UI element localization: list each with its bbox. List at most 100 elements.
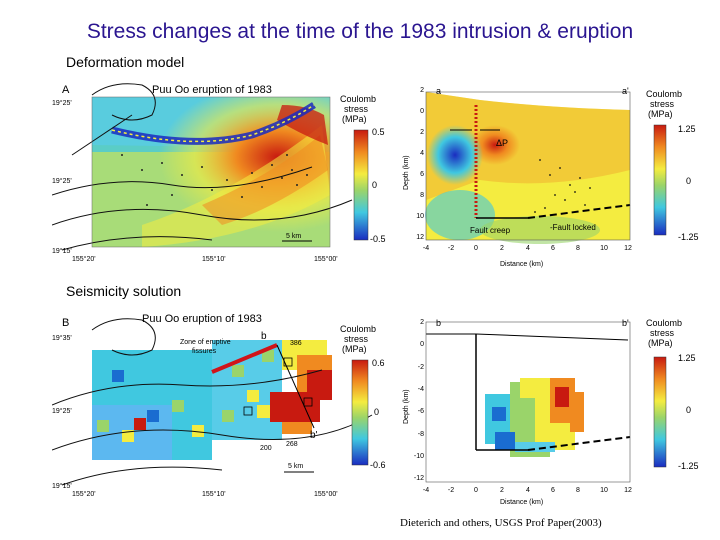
map-b-b-label: b (261, 331, 267, 342)
map-a-cb-tick-2: 0 (372, 180, 377, 190)
map-b-box-label-268: 268 (286, 441, 298, 448)
map-a-lon-tick-2: 155°10' (202, 255, 226, 263)
map-a-cb-label-1: Coulomb (340, 94, 376, 104)
map-a-cb-tick-3: -0.5 (370, 234, 386, 244)
section-a-cb-tick-2: 0 (686, 176, 691, 186)
map-b-lon-tick-2: 155°10' (202, 490, 226, 498)
map-b-lon-tick-1: 155°20' (72, 490, 96, 498)
section-a-left-label: a (436, 86, 441, 96)
section-a-cb-label-2: stress (650, 99, 675, 109)
section-b-y-tick: 0 (420, 341, 424, 348)
section-a-x-tick: 0 (474, 245, 478, 252)
section-b-y-tick: -10 (414, 453, 424, 460)
map-a-cb-tick-1: 0.5 (372, 127, 385, 137)
map-b-title: Puu Oo eruption of 1983 (142, 313, 262, 325)
section-b-x-tick: 2 (500, 487, 504, 494)
section-b-x-tick: 8 (576, 487, 580, 494)
map-a-lat-tick-3: 19°15' (52, 247, 72, 255)
section-b-y-tick: -12 (414, 475, 424, 482)
section-a-y-tick: 12 (416, 234, 424, 241)
section-a-dp-label: ΔP (496, 138, 508, 148)
map-b-lat-tick-1: 19°35' (52, 334, 72, 342)
map-b-cb-label-3: (MPa) (342, 344, 367, 354)
section-b-x-tick: 4 (526, 487, 530, 494)
section-b-cb-tick-2: 0 (686, 405, 691, 415)
section-a-colorbar (653, 124, 667, 236)
map-b-cb-tick-3: -0.6 (370, 460, 386, 470)
section-b-x-tick: 10 (600, 487, 608, 494)
section-b-cb-label-3: (MPa) (648, 338, 673, 348)
section-a-locked-label: -Fault locked (550, 223, 596, 232)
section-b-x-axis-label: Distance (km) (500, 499, 543, 506)
map-b-box-268 (303, 397, 313, 407)
source-credit: Dieterich and others, USGS Prof Paper(20… (400, 517, 602, 529)
map-a-colorbar (353, 129, 369, 241)
map-a-letter: A (62, 84, 70, 96)
map-b-cb-label-2: stress (344, 334, 369, 344)
map-b-cb-tick-1: 0.6 (372, 358, 385, 368)
map-b-cb-tick-2: 0 (374, 407, 379, 417)
section-a-x-tick: 6 (551, 245, 555, 252)
map-b-scale-label: 5 km (288, 463, 303, 470)
map-b-cb-label-1: Coulomb (340, 324, 376, 334)
section-a-cb-label-3: (MPa) (648, 109, 673, 119)
section-a-right-label: a' (622, 86, 629, 96)
section-b-left-label: b (436, 318, 441, 328)
section-b-y-tick: 2 (420, 319, 424, 326)
map-a-lat-tick-1: 19°25' (52, 99, 72, 107)
section-a-x-tick: 8 (576, 245, 580, 252)
map-b-box-200 (243, 406, 253, 416)
section-b-cb-tick-3: -1.25 (678, 461, 699, 471)
section-b-cb-label-1: Coulomb (646, 318, 682, 328)
section-b-x-tick: 6 (551, 487, 555, 494)
map-b-zone-label-2: fissures (192, 348, 217, 355)
map-b-box-label-200: 200 (260, 445, 272, 452)
map-b-lat-tick-3: 19°15' (52, 482, 72, 490)
section-a-cb-tick-3: -1.25 (678, 232, 699, 242)
section-b-x-tick: 12 (624, 487, 632, 494)
section-b-cb-label-2: stress (650, 328, 675, 338)
section-a-cb-tick-1: 1.25 (678, 124, 696, 134)
section-a-x-tick: 10 (600, 245, 608, 252)
map-a-lon-tick-1: 155°20' (72, 255, 96, 263)
section-a-x-tick: -4 (423, 245, 429, 252)
section-a-cross-section: a a' ΔP Fault creep -Fault locked Depth … (403, 86, 699, 268)
section-a-x-tick: 4 (526, 245, 530, 252)
section-b-x-tick: -4 (423, 487, 429, 494)
map-b-zone-label-1: Zone of eruptive (180, 339, 231, 346)
section-a-y-tick: 4 (420, 150, 424, 157)
map-b-profile-line (276, 344, 315, 429)
map-b-lat-tick-2: 19°25' (52, 407, 72, 415)
map-b-seismicity: B Puu Oo eruption of 1983 Zone of erupti… (52, 313, 386, 498)
section-a-x-tick: 12 (624, 245, 632, 252)
map-a-title: Puu Oo eruption of 1983 (152, 84, 272, 96)
map-b-box-386 (283, 357, 293, 367)
section-a-y-axis-label: Depth (km) (403, 155, 410, 190)
section-label-seismicity: Seismicity solution (66, 283, 182, 299)
map-b-colorbar (351, 359, 369, 466)
map-a-scale-label: 5 km (286, 233, 301, 240)
map-a-cb-label-2: stress (344, 104, 369, 114)
section-a-y-tick: 10 (416, 213, 424, 220)
section-a-y-tick: 8 (420, 192, 424, 199)
section-b-y-tick: -8 (418, 431, 424, 438)
map-b-bprime-label: b' (310, 430, 318, 441)
section-b-y-tick: -6 (418, 408, 424, 415)
section-b-y-tick: -4 (418, 386, 424, 393)
map-b-letter: B (62, 317, 69, 329)
section-b-right-label: b' (622, 318, 629, 328)
slide-title: Stress changes at the time of the 1983 i… (86, 20, 634, 43)
section-b-y-tick: -2 (418, 364, 424, 371)
map-a-deformation: A Puu Oo eruption of 1983 19°25' 19°25' … (52, 75, 392, 265)
section-a-x-tick: -2 (448, 245, 454, 252)
section-b-x-tick: 0 (474, 487, 478, 494)
map-b-box-label-386: 386 (290, 340, 302, 347)
section-a-fault-locked-line (527, 204, 631, 219)
section-a-x-axis-label: Distance (km) (500, 261, 543, 268)
map-a-lat-tick-2: 19°25' (52, 177, 72, 185)
section-b-cb-tick-1: 1.25 (678, 353, 696, 363)
section-a-cb-label-1: Coulomb (646, 89, 682, 99)
map-b-eruptive-zone (211, 343, 278, 374)
map-b-lon-tick-3: 155°00' (314, 490, 338, 498)
section-b-cross-section: b b' Depth (km) Distance (km) 2 0 -2 -4 … (403, 318, 699, 506)
